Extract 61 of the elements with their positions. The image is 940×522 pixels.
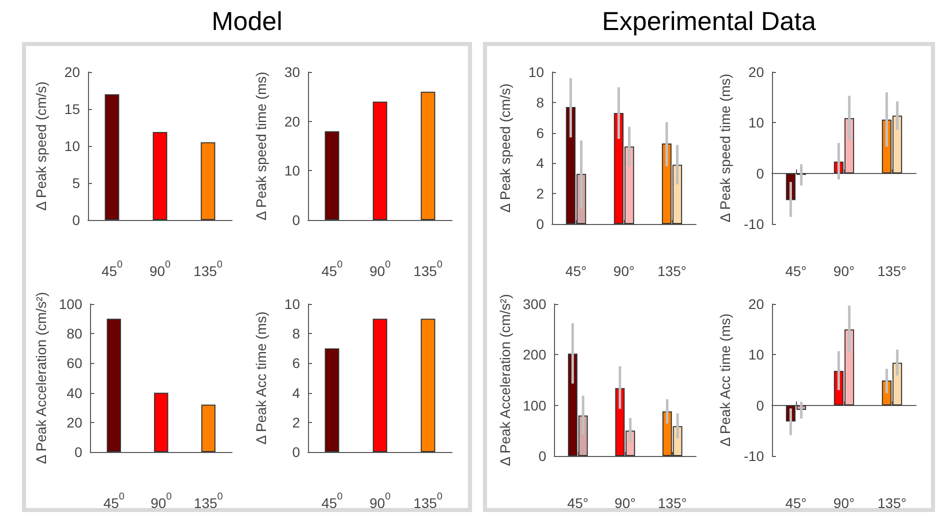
y-tick-label: 6: [536, 124, 544, 141]
y-axis-title: Δ Peak Acceleration (cm/s²): [33, 292, 49, 464]
y-tick-label: 0: [292, 444, 300, 460]
x-tick-label: 45°: [785, 263, 807, 279]
y-tick-label: 2: [536, 186, 544, 202]
y-tick-label: 80: [66, 326, 82, 342]
y-tick-label: 20: [748, 64, 764, 80]
y-tick-label: 0: [72, 212, 80, 228]
x-tick-label: 135°: [658, 263, 686, 279]
y-tick-label: 60: [66, 355, 82, 372]
x-tick-label: 45°: [785, 495, 807, 511]
y-axis-title: Δ Peak Acceleration (cm/s²): [497, 294, 513, 466]
y-tick-label: 200: [522, 346, 546, 363]
y-axis-title: Δ Peak speed (cm/s): [497, 83, 513, 213]
y-tick-label: 10: [284, 296, 300, 312]
y-tick-label: 100: [522, 397, 546, 414]
x-tick-label: 135°: [878, 263, 906, 279]
y-tick-label: 300: [522, 296, 546, 312]
y-tick-label: 20: [748, 296, 764, 312]
y-axis-title: Δ Peak speed time (ms): [717, 74, 733, 222]
y-tick-label: 10: [748, 346, 764, 363]
chart-title: Experimental Data: [601, 6, 817, 37]
x-tick-label: 45°: [565, 263, 587, 279]
y-tick-label: 0: [292, 212, 300, 228]
x-tick-label: 90°: [614, 495, 636, 511]
y-axis-title: Δ Peak speed time (ms): [253, 72, 269, 220]
y-tick-label: 10: [284, 162, 300, 179]
y-tick-label: 0: [538, 448, 546, 464]
y-tick-label: 20: [64, 64, 80, 80]
y-tick-label: 0: [756, 397, 764, 414]
x-tick-label: 90°: [833, 263, 855, 279]
y-tick-label: 4: [292, 384, 300, 401]
y-tick-label: 6: [292, 355, 300, 372]
y-axis-title: Δ Peak Acc time (ms): [717, 313, 733, 447]
y-tick-label: 20: [284, 113, 300, 130]
y-tick-label: 15: [64, 101, 80, 117]
y-tick-label: 20: [66, 414, 82, 430]
y-tick-label: 5: [72, 175, 80, 191]
y-tick-label: 0: [536, 216, 544, 232]
y-tick-label: 30: [284, 64, 300, 80]
y-tick-label: 2: [292, 414, 300, 430]
x-tick-label: 90°: [613, 263, 635, 279]
y-tick-label: -10: [744, 448, 764, 464]
y-tick-label: -10: [744, 216, 764, 232]
y-tick-label: 100: [58, 296, 82, 312]
y-tick-label: 10: [748, 114, 764, 131]
y-tick-label: 0: [74, 444, 82, 460]
x-tick-label: 135°: [658, 495, 687, 511]
x-tick-label: 90°: [833, 495, 855, 511]
y-tick-label: 10: [64, 138, 80, 154]
y-tick-label: 0: [756, 165, 764, 182]
y-tick-label: 40: [66, 384, 82, 401]
y-axis-title: Δ Peak speed (cm/s): [33, 81, 49, 211]
x-tick-label: 135°: [878, 495, 906, 511]
y-tick-label: 4: [536, 155, 544, 172]
y-axis-title: Δ Peak Acc time (ms): [253, 311, 269, 445]
x-tick-label: 45°: [567, 495, 588, 511]
y-tick-label: 8: [536, 94, 544, 110]
y-tick-label: 10: [528, 64, 544, 80]
y-tick-label: 8: [292, 326, 300, 342]
chart-title: Model: [210, 6, 284, 37]
